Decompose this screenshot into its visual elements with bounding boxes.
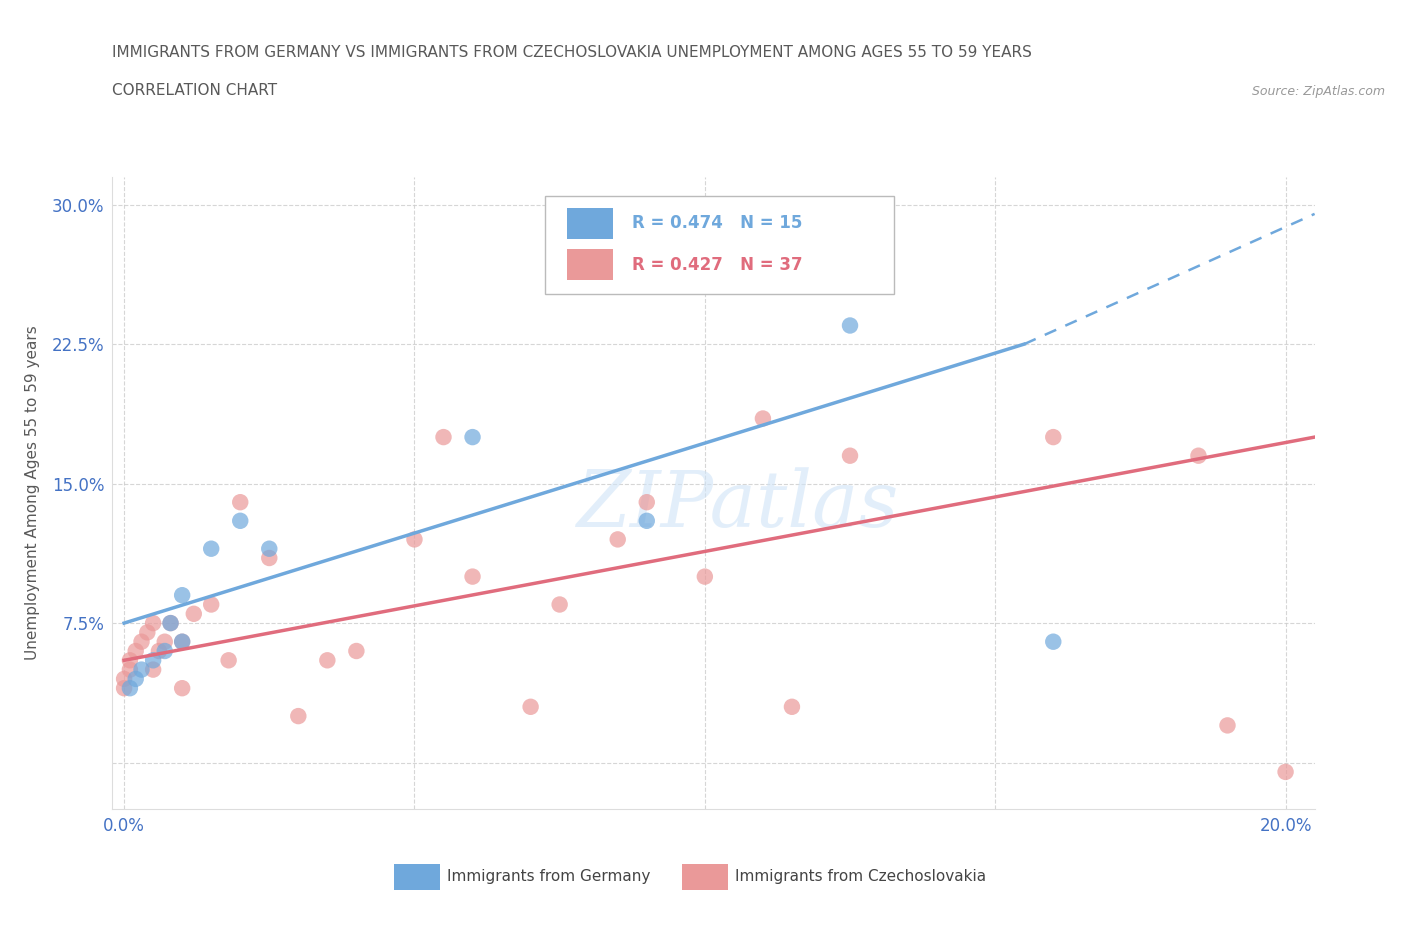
Point (218, 653, 240, 668)
Point (344, 644, 367, 658)
Point (461, 569, 484, 584)
Point (159, 616, 181, 631)
FancyBboxPatch shape (546, 195, 894, 294)
Point (142, 653, 165, 668)
Point (118, 662, 141, 677)
Point (200, 541, 222, 556)
Point (461, 430, 484, 445)
Point (519, 699, 541, 714)
Point (1187, 448, 1209, 463)
Point (229, 495, 252, 510)
Point (636, 513, 658, 528)
Point (118, 681, 141, 696)
Point (142, 616, 165, 631)
Text: Source: ZipAtlas.com: Source: ZipAtlas.com (1251, 85, 1385, 98)
Text: R = 0.474   N = 15: R = 0.474 N = 15 (631, 215, 803, 232)
Point (839, 318, 862, 333)
Point (125, 671, 148, 686)
Point (1042, 430, 1064, 445)
Point (432, 430, 454, 445)
Point (183, 606, 205, 621)
Point (693, 569, 716, 584)
Point (172, 588, 194, 603)
Point (606, 532, 628, 547)
FancyBboxPatch shape (567, 208, 613, 239)
Point (172, 681, 194, 696)
Point (153, 634, 176, 649)
Text: IMMIGRANTS FROM GERMANY VS IMMIGRANTS FROM CZECHOSLOVAKIA UNEMPLOYMENT AMONG AGE: IMMIGRANTS FROM GERMANY VS IMMIGRANTS FR… (112, 46, 1032, 60)
Point (172, 634, 194, 649)
Point (548, 597, 571, 612)
Point (259, 541, 281, 556)
Point (125, 644, 148, 658)
Point (148, 644, 170, 658)
Text: ZIPatlas: ZIPatlas (576, 468, 898, 544)
Point (839, 448, 862, 463)
Point (153, 644, 176, 658)
Point (259, 551, 281, 565)
Point (172, 634, 194, 649)
Y-axis label: Unemployment Among Ages 55 to 59 years: Unemployment Among Ages 55 to 59 years (25, 326, 41, 660)
Point (142, 662, 165, 677)
Text: CORRELATION CHART: CORRELATION CHART (112, 83, 277, 98)
FancyBboxPatch shape (567, 249, 613, 280)
Point (1274, 764, 1296, 779)
Point (131, 662, 153, 677)
Text: Immigrants from Germany: Immigrants from Germany (447, 870, 651, 884)
Point (636, 495, 658, 510)
Point (1042, 634, 1064, 649)
Point (200, 597, 222, 612)
Point (752, 411, 775, 426)
Point (159, 616, 181, 631)
Text: R = 0.427   N = 37: R = 0.427 N = 37 (631, 256, 803, 273)
Point (287, 709, 309, 724)
Point (780, 699, 803, 714)
Point (112, 671, 135, 686)
Point (112, 681, 135, 696)
Point (131, 634, 153, 649)
Point (404, 532, 426, 547)
Point (118, 653, 141, 668)
Point (229, 513, 252, 528)
Point (316, 653, 339, 668)
Point (1216, 718, 1239, 733)
Text: Immigrants from Czechoslovakia: Immigrants from Czechoslovakia (735, 870, 987, 884)
Point (136, 625, 159, 640)
